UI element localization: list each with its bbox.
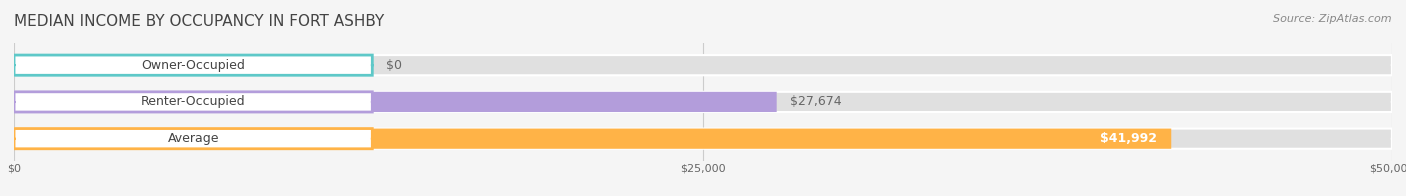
- FancyBboxPatch shape: [14, 92, 1392, 112]
- FancyBboxPatch shape: [14, 55, 1392, 75]
- FancyBboxPatch shape: [14, 129, 1171, 149]
- Text: $0: $0: [387, 59, 402, 72]
- FancyBboxPatch shape: [14, 92, 373, 112]
- FancyBboxPatch shape: [14, 129, 1392, 149]
- Text: $27,674: $27,674: [790, 95, 842, 108]
- Text: Renter-Occupied: Renter-Occupied: [141, 95, 246, 108]
- Text: MEDIAN INCOME BY OCCUPANCY IN FORT ASHBY: MEDIAN INCOME BY OCCUPANCY IN FORT ASHBY: [14, 14, 384, 29]
- FancyBboxPatch shape: [14, 129, 373, 149]
- Text: Owner-Occupied: Owner-Occupied: [141, 59, 245, 72]
- Text: Source: ZipAtlas.com: Source: ZipAtlas.com: [1274, 14, 1392, 24]
- Text: $41,992: $41,992: [1101, 132, 1157, 145]
- FancyBboxPatch shape: [14, 55, 373, 75]
- Text: Average: Average: [167, 132, 219, 145]
- FancyBboxPatch shape: [14, 92, 776, 112]
